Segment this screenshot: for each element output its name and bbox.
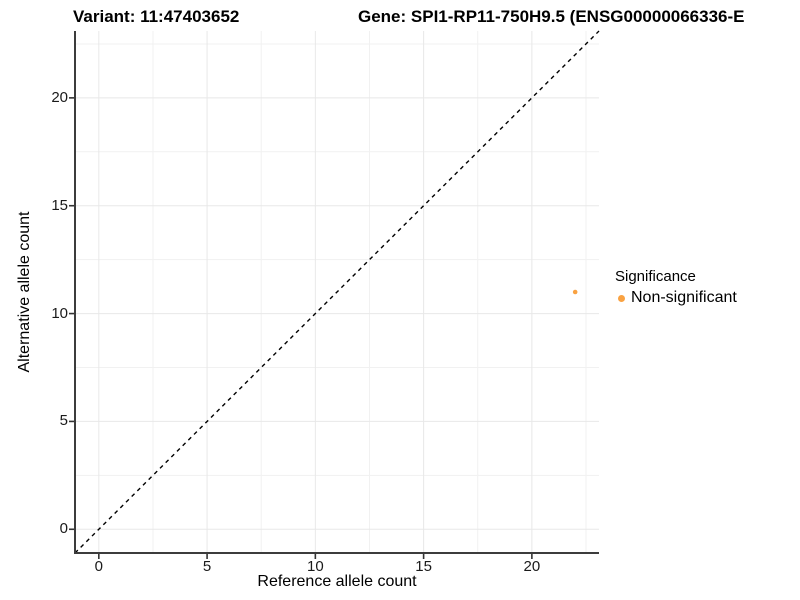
legend-items: Non-significant <box>615 289 737 307</box>
y-axis-title: Alternative allele count <box>16 211 33 373</box>
plot-title-variant: Variant: 11:47403652 <box>73 7 240 26</box>
x-tick-label: 10 <box>307 558 324 575</box>
legend-dot-icon <box>618 294 625 302</box>
x-tick-label: 0 <box>94 558 103 575</box>
data-point <box>572 289 578 295</box>
legend-title: Significance <box>615 268 696 285</box>
legend-item: Non-significant <box>615 289 737 307</box>
x-tick-label: 20 <box>523 558 541 575</box>
y-tick-label: 10 <box>51 304 68 322</box>
identity-dashed-line <box>74 30 600 554</box>
legend-item-label: Non-significant <box>631 289 737 306</box>
x-tick-label: 15 <box>415 558 432 575</box>
y-tick-label: 20 <box>51 88 68 106</box>
x-axis-title: Reference allele count <box>257 573 417 590</box>
x-tick-label: 5 <box>202 558 212 575</box>
y-tick-label: 0 <box>59 520 68 538</box>
plot-title-gene: Gene: SPI1-RP11-750H9.5 (ENSG00000066336… <box>358 7 745 26</box>
y-tick-label: 5 <box>59 412 68 430</box>
y-tick-label: 15 <box>51 196 68 214</box>
legend: Significance Non-significant <box>615 268 737 307</box>
